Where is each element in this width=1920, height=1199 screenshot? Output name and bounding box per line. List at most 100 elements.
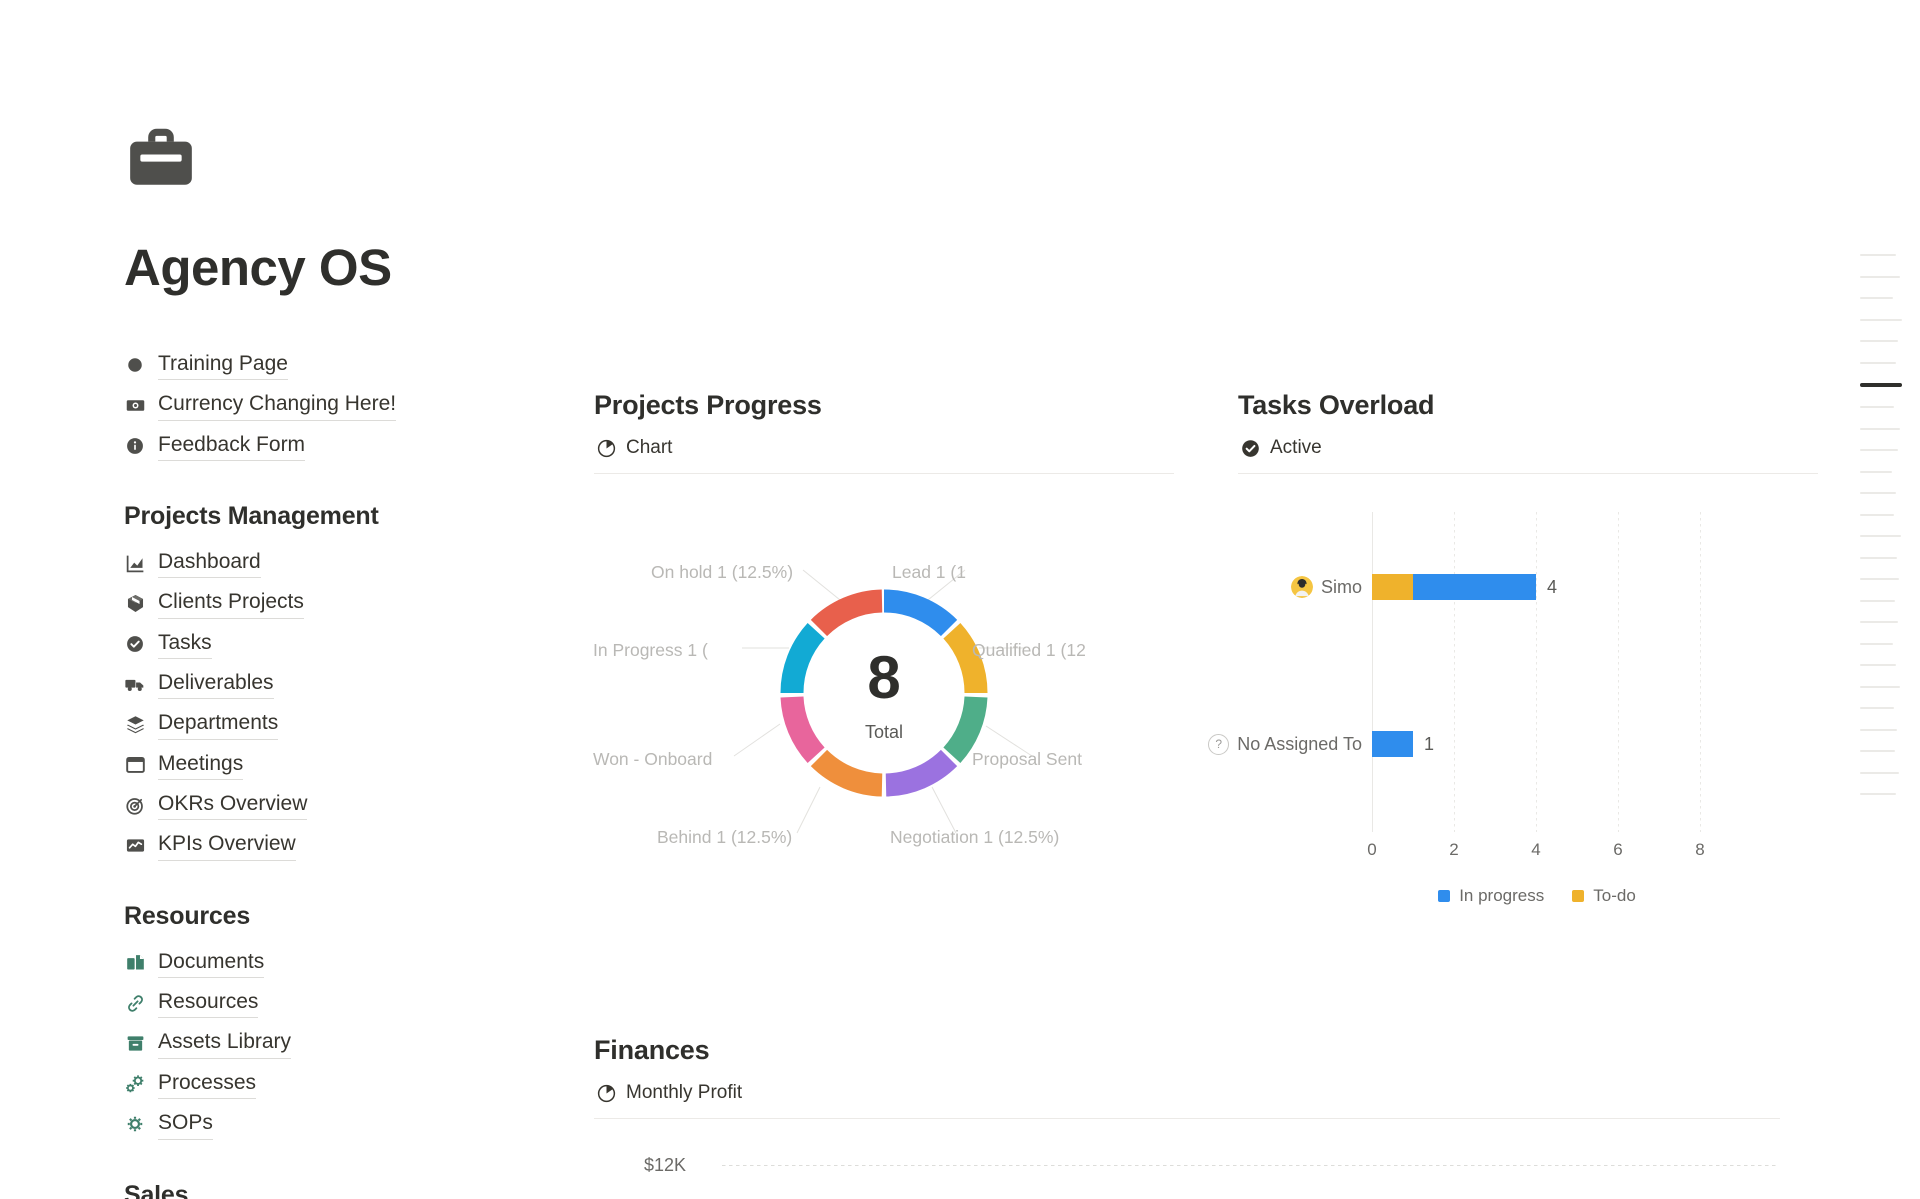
tab-chart[interactable]: Chart	[596, 437, 672, 459]
minimap-line[interactable]	[1860, 599, 1895, 602]
sidebar-item-currency-changing-here[interactable]: Currency Changing Here!	[124, 385, 454, 425]
minimap-line[interactable]	[1860, 685, 1900, 688]
sidebar-group-projects-management: Projects Management Dashboard	[124, 502, 454, 866]
sidebar-item-processes[interactable]: Processes	[124, 1064, 454, 1104]
minimap-line[interactable]	[1860, 406, 1894, 408]
sidebar-group-heading: Sales	[124, 1180, 189, 1199]
sidebar-item-sops[interactable]: SOPs	[124, 1104, 454, 1144]
minimap-line[interactable]	[1860, 750, 1895, 752]
donut-slice-won-onboarding	[780, 696, 825, 763]
box-3d-icon	[124, 593, 146, 615]
minimap-line[interactable]	[1860, 793, 1896, 795]
bar-segment-in-progress[interactable]	[1413, 574, 1536, 600]
sidebar-item-label: Meetings	[158, 750, 244, 781]
widget-title: Projects Progress	[594, 390, 822, 420]
monthly-profit-chart[interactable]: $12K	[594, 1155, 1834, 1199]
finances-tabs: Monthly Profit	[594, 1082, 1780, 1119]
minimap-line-active[interactable]	[1860, 383, 1902, 387]
gridline-6	[1618, 512, 1619, 832]
donut-slice-on-hold	[810, 589, 883, 637]
sidebar-item-label: Assets Library	[158, 1028, 292, 1059]
bar-segment-in-progress[interactable]	[1372, 731, 1413, 757]
sidebar-item-feedback-form[interactable]: Feedback Form	[124, 426, 454, 466]
bar-category-label: Simo	[1320, 576, 1362, 597]
info-circle-icon	[124, 435, 146, 457]
bar-row-simo[interactable]: Simo 4	[1290, 574, 1558, 600]
minimap-line[interactable]	[1860, 340, 1898, 342]
bar-row-label-simo: Simo	[1290, 576, 1362, 598]
trend-chart-icon	[124, 835, 146, 857]
sidebar-item-label: KPIs Overview	[158, 830, 296, 861]
sidebar-item-tasks[interactable]: Tasks	[124, 624, 454, 664]
bar-total-value: 4	[1547, 576, 1558, 597]
minimap-line[interactable]	[1860, 578, 1899, 580]
legend-label: In progress	[1459, 886, 1545, 905]
minimap-line[interactable]	[1860, 513, 1894, 516]
minimap-line[interactable]	[1860, 707, 1894, 709]
minimap-line[interactable]	[1860, 275, 1900, 278]
sidebar-item-departments[interactable]: Departments	[124, 704, 454, 744]
tab-monthly-profit[interactable]: Monthly Profit	[596, 1082, 742, 1104]
briefcase-icon	[130, 128, 192, 185]
donut-slice-behind	[810, 749, 883, 797]
minimap-line[interactable]	[1860, 664, 1896, 666]
legend-item-in-progress[interactable]: In progress	[1438, 886, 1544, 906]
minimap-line[interactable]	[1860, 318, 1902, 321]
minimap-line[interactable]	[1860, 556, 1897, 559]
sidebar-item-label: Departments	[158, 709, 279, 740]
sidebar-item-clients-projects[interactable]: Clients Projects	[124, 583, 454, 623]
calendar-icon	[124, 754, 146, 776]
sidebar-item-kpis-overview[interactable]: KPIs Overview	[124, 825, 454, 865]
minimap-line[interactable]	[1860, 449, 1898, 451]
sidebar-item-training-page[interactable]: Training Page	[124, 345, 454, 385]
sidebar-item-deliverables[interactable]: Deliverables	[124, 664, 454, 704]
minimap-line[interactable]	[1860, 361, 1896, 364]
sidebar-item-meetings[interactable]: Meetings	[124, 745, 454, 785]
legend-item-to-do[interactable]: To-do	[1572, 886, 1636, 906]
sidebar-item-label: Documents	[158, 948, 265, 979]
gridline-12k	[722, 1165, 1778, 1166]
minimap-line[interactable]	[1860, 771, 1899, 774]
main-content: Projects Progress Chart	[593, 0, 1834, 1199]
minimap-line[interactable]	[1860, 621, 1898, 623]
donut-slice-proposal-sent	[943, 696, 988, 763]
gear-icon	[124, 1113, 146, 1135]
sidebar-item-assets-library[interactable]: Assets Library	[124, 1023, 454, 1063]
minimap-line[interactable]	[1860, 492, 1896, 494]
sidebar-item-label: Feedback Form	[158, 431, 306, 462]
donut-slice-negotiation	[885, 749, 958, 797]
minimap-line[interactable]	[1860, 254, 1896, 256]
table-of-contents-minimap[interactable]	[1860, 254, 1912, 815]
documents-icon	[124, 952, 146, 974]
tab-active[interactable]: Active	[1240, 437, 1322, 459]
minimap-line[interactable]	[1860, 470, 1892, 473]
widget-tasks-overload: Tasks Overload Active	[1208, 390, 1818, 908]
donut-total-label: Total	[864, 722, 904, 742]
bar-segment-todo[interactable]	[1372, 574, 1413, 600]
bar-x-axis: 0 2 4 6 8	[1367, 840, 1704, 864]
sidebar-item-label: OKRs Overview	[158, 790, 308, 821]
minimap-line[interactable]	[1860, 427, 1900, 430]
sidebar-item-label: Deliverables	[158, 669, 274, 700]
minimap-line[interactable]	[1860, 642, 1893, 645]
minimap-line[interactable]	[1860, 535, 1901, 537]
widget-title: Finances	[594, 1035, 710, 1065]
minimap-line[interactable]	[1860, 297, 1893, 299]
sidebar-item-dashboard[interactable]: Dashboard	[124, 543, 454, 583]
legend-swatch-icon	[1572, 890, 1585, 902]
sidebar-item-resources[interactable]: Resources	[124, 983, 454, 1023]
tab-label: Active	[1270, 437, 1322, 458]
minimap-line[interactable]	[1860, 728, 1897, 731]
gears-icon	[124, 1073, 146, 1095]
sidebar-group-resources: Resources Documents	[124, 902, 454, 1145]
bar-row-no-assigned-to[interactable]: ? No Assigned To 1	[1208, 731, 1434, 757]
x-tick-label: 2	[1449, 840, 1459, 859]
x-tick-label: 4	[1531, 840, 1541, 859]
sidebar-item-okrs-overview[interactable]: OKRs Overview	[124, 785, 454, 825]
x-tick-label: 6	[1613, 840, 1623, 859]
sidebar-item-label: Dashboard	[158, 548, 261, 579]
sidebar-item-documents[interactable]: Documents	[124, 943, 454, 983]
donut-chart-svg[interactable]	[634, 488, 1134, 908]
widget-tabs: Chart	[594, 437, 1174, 474]
